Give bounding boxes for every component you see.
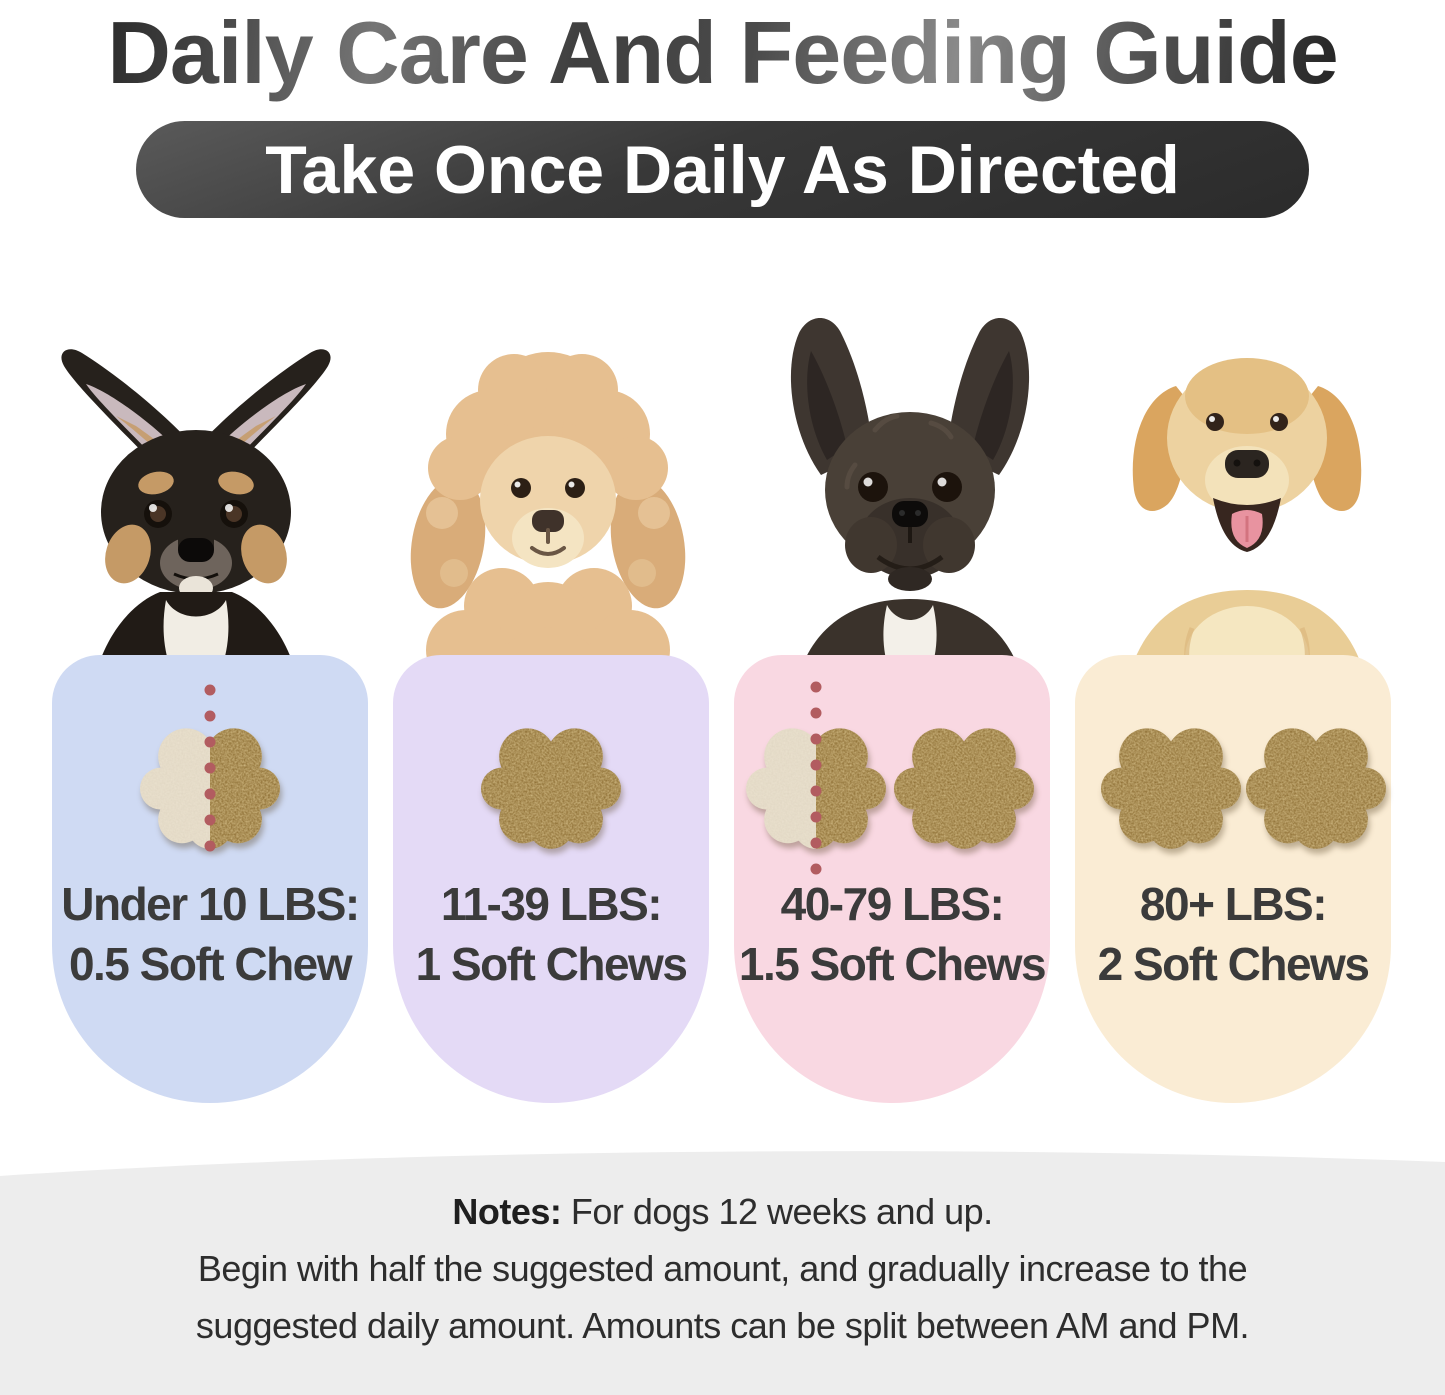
notes-line-3: suggested daily amount. Amounts can be s…	[195, 1305, 1250, 1346]
weight-range-label: Under 10 LBS:	[61, 878, 360, 930]
golden-retriever-photo	[1124, 358, 1370, 703]
notes-section: Notes: For dogs 12 weeks and up. Begin w…	[0, 1183, 1445, 1354]
weight-range-label: 40-79 LBS:	[780, 878, 1005, 930]
dotted-split-line-icon	[204, 684, 216, 877]
paw-chew-icon	[1101, 728, 1241, 849]
dose-card-under-10-lbs: Under 10 LBS: 0.5 Soft Chew	[52, 655, 368, 1103]
french-bulldog-photo	[790, 318, 1030, 703]
footer-curve	[0, 1151, 1445, 1395]
dose-label: 1.5 Soft Chews	[738, 938, 1047, 990]
toy-poodle-photo	[410, 352, 686, 708]
dosage-banner-label: Take Once Daily As Directed	[265, 131, 1180, 208]
dose-card-11-39-lbs: 11-39 LBS: 1 Soft Chews	[393, 655, 709, 1103]
dotted-split-line-icon	[810, 681, 822, 885]
dosage-banner: Take Once Daily As Directed	[136, 121, 1309, 218]
weight-range-label: 80+ LBS:	[1139, 878, 1328, 930]
notes-line-1: Notes: For dogs 12 weeks and up.	[0, 1183, 1445, 1240]
weight-range-label: 11-39 LBS:	[440, 878, 663, 930]
paw-chew-icon	[894, 728, 1034, 849]
dose-card-40-79-lbs: 40-79 LBS: 1.5 Soft Chews	[734, 655, 1050, 1103]
paw-chew-icon	[481, 728, 621, 849]
page-title: Daily Care And Feeding Guide	[0, 0, 1445, 106]
notes-heading: Notes:	[452, 1191, 562, 1232]
paw-chew-icon	[1246, 728, 1386, 849]
dose-label: 1 Soft Chews	[415, 938, 688, 990]
dose-label: 2 Soft Chews	[1097, 938, 1370, 990]
dose-label: 0.5 Soft Chew	[68, 938, 353, 990]
dose-card-80-plus-lbs: 80+ LBS: 2 Soft Chews	[1075, 655, 1391, 1103]
notes-line-2: Begin with half the suggested amount, an…	[197, 1248, 1248, 1289]
notes-line-1-text: For dogs 12 weeks and up.	[570, 1191, 993, 1232]
chihuahua-photo	[61, 349, 331, 707]
